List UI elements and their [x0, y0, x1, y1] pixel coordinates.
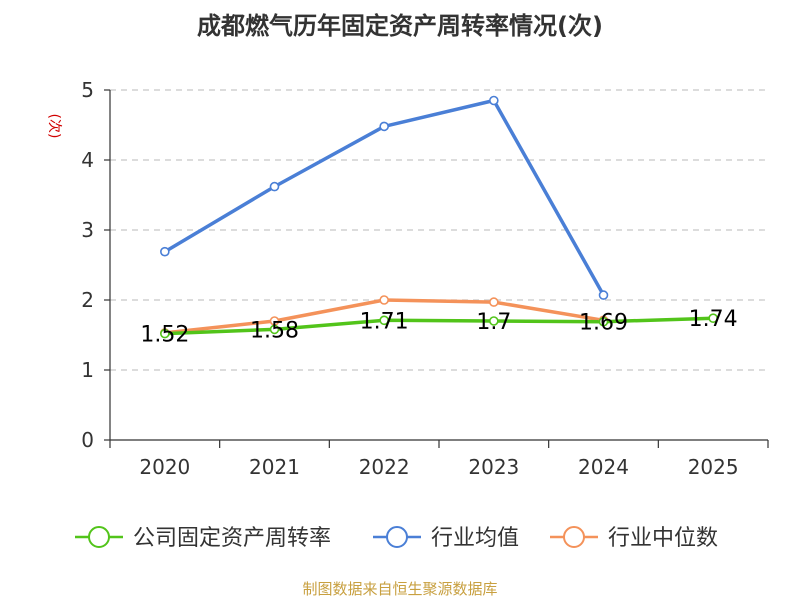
data-label: 1.7: [476, 310, 511, 335]
x-tick-label: 2023: [468, 455, 519, 479]
data-label: 1.71: [360, 309, 409, 334]
x-tick-label: 2022: [359, 455, 410, 479]
data-point: [489, 297, 499, 307]
source-note: 制图数据来自恒生聚源数据库: [302, 580, 497, 598]
data-point: [379, 121, 389, 132]
legend-label: 行业中位数: [608, 526, 718, 551]
data-point: [160, 328, 170, 339]
data-point: [379, 315, 389, 326]
legend-label: 行业均值: [431, 526, 519, 551]
series-lines: [163, 98, 715, 336]
legend: 公司固定资产周转率 行业均值 行业中位数: [75, 526, 718, 551]
data-label: 1.69: [579, 311, 628, 336]
legend-marker: [88, 526, 110, 548]
legend-marker: [386, 526, 408, 548]
chart-title: 成都燃气历年固定资产周转率情况(次): [197, 12, 603, 40]
data-point: [379, 295, 389, 305]
y-tick-label: 2: [81, 288, 94, 312]
series-points: [160, 95, 718, 339]
y-tick-label: 0: [81, 428, 94, 452]
x-tick-label: 2021: [249, 455, 300, 479]
data-point: [598, 290, 609, 300]
data-label: 1.58: [250, 318, 299, 343]
data-point: [489, 95, 499, 106]
data-label: 1.52: [140, 323, 189, 348]
legend-marker: [563, 526, 585, 548]
y-tick-label: 5: [81, 78, 94, 102]
y-tick-label: 4: [81, 148, 94, 172]
axes: 0 1 2 3 4 5 2020 2021 2022 2023 2024 2025: [81, 78, 769, 479]
y-tick-label: 1: [81, 358, 94, 382]
data-point: [160, 246, 170, 257]
x-tick-label: 2024: [578, 455, 629, 479]
data-label: 1.74: [689, 307, 738, 332]
legend-label: 公司固定资产周转率: [133, 526, 331, 551]
x-tick-label: 2025: [688, 455, 739, 479]
y-axis-label: (次): [46, 114, 62, 139]
series-line: [163, 316, 715, 336]
x-tick-label: 2020: [139, 455, 190, 479]
data-point: [269, 181, 280, 192]
data-labels: 1.52 1.58 1.71 1.7 1.69 1.74: [140, 307, 737, 347]
data-point: [708, 313, 718, 324]
y-tick-label: 3: [81, 218, 94, 242]
data-point: [489, 316, 499, 326]
data-point: [269, 324, 280, 335]
data-point: [598, 316, 609, 327]
